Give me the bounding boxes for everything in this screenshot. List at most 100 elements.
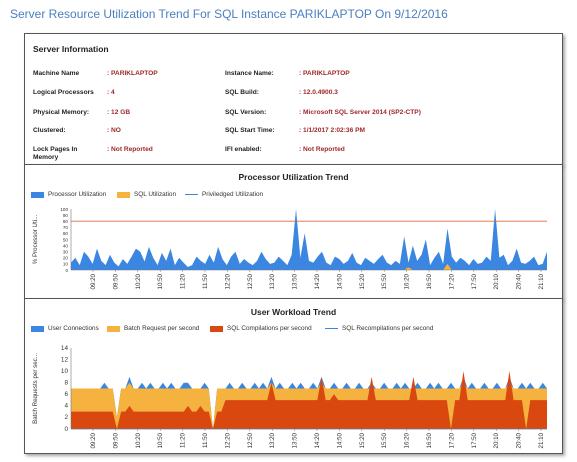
x-tick-label: 16:20 <box>404 432 411 448</box>
x-tick-label: 15:20 <box>359 273 366 289</box>
x-tick-label: 10:50 <box>157 432 164 448</box>
x-tick-label: 12:50 <box>247 432 254 448</box>
page-title: Server Resource Utilization Trend For SQ… <box>10 7 448 21</box>
x-tick-label: 14:50 <box>336 432 343 448</box>
legend-label: Batch Request per second <box>124 325 200 332</box>
y-tick-label: 40 <box>63 243 69 248</box>
x-tick-label: 16:50 <box>426 273 433 289</box>
processor-utilization-panel: Processor Utilization Trend Processor Ut… <box>24 164 563 299</box>
sql-start-time-label: SQL Start Time: <box>225 127 275 134</box>
y-tick-label: 30 <box>63 250 69 255</box>
lock-pages-label: Lock Pages In Memory <box>33 146 78 161</box>
work-legend-batch: Batch Request per second <box>107 325 199 332</box>
y-tick-label: 8 <box>64 380 68 387</box>
server-information-heading: Server Information <box>33 44 109 54</box>
x-tick-label: 10:20 <box>135 273 142 289</box>
x-tick-label: 12:50 <box>247 273 254 289</box>
x-tick-label: 17:50 <box>471 273 478 289</box>
x-tick-label: 09:50 <box>112 432 119 448</box>
y-tick-label: 12 <box>61 356 69 363</box>
x-tick-label: 20:10 <box>493 273 500 289</box>
y-tick-label: 60 <box>63 231 69 236</box>
x-tick-label: 09:20 <box>90 432 97 448</box>
x-tick-label: 15:20 <box>359 432 366 448</box>
legend-label: Priviledged Utilization <box>202 191 264 198</box>
x-tick-label: 12:20 <box>224 432 231 448</box>
instance-name-value: : PARIKLAPTOP <box>299 70 350 77</box>
user-workload-chart: Batch Requests per sec... 0 2 4 6 8 10 12 14 09:2… <box>32 345 547 448</box>
processor-chart-title: Processor Utilization Trend <box>238 172 349 182</box>
ifi-enabled-value: : Not Reported <box>299 146 345 153</box>
legend-label: SQL Utilization <box>134 191 177 198</box>
legend-swatch <box>31 191 44 198</box>
work-legend-recompilations: SQL Recompilations per second <box>325 325 433 332</box>
logical-processors-value: : 4 <box>107 89 115 96</box>
x-tick-label: 16:20 <box>404 273 411 289</box>
instance-name-label: Instance Name: <box>225 70 274 77</box>
y-tick-label: 80 <box>63 219 69 224</box>
y-tick-label: 10 <box>63 262 69 267</box>
x-tick-label: 11:50 <box>202 432 209 448</box>
x-tick-label: 14:50 <box>336 273 343 289</box>
y-tick-label: 0 <box>64 426 68 433</box>
x-tick-label: 17:20 <box>448 432 455 448</box>
proc-legend-privileged: Priviledged Utilization <box>185 191 263 198</box>
x-tick-label: 20:40 <box>516 273 523 289</box>
x-tick-label: 09:20 <box>90 273 97 289</box>
legend-line <box>185 194 198 195</box>
x-tick-label: 13:50 <box>292 432 299 448</box>
y-tick-label: 90 <box>63 213 69 218</box>
x-tick-label: 15:50 <box>381 273 388 289</box>
x-tick-label: 13:20 <box>269 432 276 448</box>
x-tick-label: 15:50 <box>381 432 388 448</box>
logical-processors-label: Logical Processors <box>33 89 94 96</box>
x-tick-label: 17:20 <box>448 273 455 289</box>
y-tick-label: 0 <box>65 268 68 273</box>
workload-chart-title: User Workload Trend <box>250 307 337 317</box>
x-tick-label: 20:10 <box>493 432 500 448</box>
y-tick-label: 6 <box>64 391 68 398</box>
x-tick-label: 13:50 <box>292 273 299 289</box>
ifi-enabled-label: IFI enabled: <box>225 146 262 153</box>
series-area-0 <box>71 209 547 270</box>
physical-memory-value: : 12 GB <box>107 109 131 116</box>
lock-pages-value: : Not Reported <box>107 146 153 153</box>
series-line-2 <box>70 233 548 270</box>
legend-swatch <box>210 325 223 332</box>
proc-legend-sql: SQL Utilization <box>117 191 176 198</box>
y-tick-label: 20 <box>63 256 69 261</box>
sql-version-value: : Microsoft SQL Server 2014 (SP2-CTP) <box>299 109 421 116</box>
x-tick-label: 16:50 <box>426 432 433 448</box>
y-tick-label: 2 <box>64 414 68 421</box>
x-tick-label: 12:20 <box>224 273 231 289</box>
clustered-value: : NO <box>107 127 121 134</box>
x-tick-label: 13:20 <box>269 273 276 289</box>
sql-build-value: : 12.0.4900.3 <box>299 89 338 96</box>
sql-version-label: SQL Version: <box>225 109 267 116</box>
legend-swatch <box>107 325 120 332</box>
y-tick-label: 4 <box>64 403 68 410</box>
x-tick-label: 14:20 <box>314 432 321 448</box>
x-tick-label: 17:50 <box>471 432 478 448</box>
x-tick-label: 21:10 <box>538 432 545 448</box>
legend-label: User Connections <box>48 325 99 332</box>
physical-memory-label: Physical Memory: <box>33 109 90 116</box>
machine-name-value: : PARIKLAPTOP <box>107 70 158 77</box>
proc-legend-processor: Processor Utilization <box>31 191 106 198</box>
x-tick-label: 20:40 <box>516 432 523 448</box>
server-information-panel: Server Information Machine Name : PARIKL… <box>24 33 563 165</box>
legend-label: SQL Compilations per second <box>227 325 312 332</box>
x-tick-label: 11:20 <box>180 432 187 448</box>
y-tick-label: 100 <box>60 207 68 212</box>
x-tick-label: 11:50 <box>202 273 209 289</box>
clustered-label: Clustered: <box>33 127 66 134</box>
x-tick-label: 09:50 <box>112 273 119 289</box>
x-tick-label: 11:20 <box>180 273 187 289</box>
legend-label: SQL Recompilations per second <box>342 325 434 332</box>
legend-swatch <box>117 191 130 198</box>
x-tick-label: 14:20 <box>314 273 321 289</box>
legend-label: Processor Utilization <box>48 191 107 198</box>
y-tick-label: 50 <box>63 237 69 242</box>
y-axis-label: Batch Requests per sec... <box>32 353 39 424</box>
